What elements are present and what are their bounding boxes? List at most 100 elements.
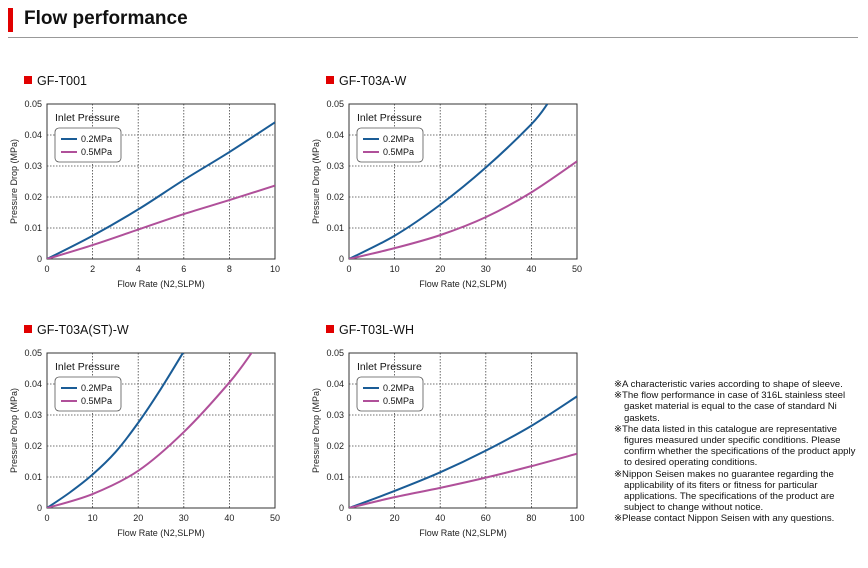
x-axis-label: Flow Rate (N2,SLPM) [117, 528, 205, 538]
chart-title-marker [24, 325, 32, 333]
plot-frame [46, 103, 276, 260]
chart-title: GF-T03L-WH [339, 323, 414, 337]
y-axis-label: Pressure Drop (MPa) [9, 139, 19, 224]
chart-title-marker [24, 76, 32, 84]
chart-gf-t03a-st-w: GF-T03A(ST)-W 0 10 20 30 40 50 0 0.01 0.02 0.03 0.0… [9, 323, 280, 538]
y-tick-label: 0.04 [24, 379, 42, 389]
legend-label: 0.5MPa [81, 147, 112, 157]
y-tick-label: 0.02 [24, 441, 42, 451]
legend-label: 0.5MPa [81, 396, 112, 406]
series-line [349, 104, 549, 259]
x-tick-label: 0 [346, 264, 351, 274]
legend-label: 0.5MPa [383, 147, 414, 157]
series-line [349, 395, 577, 508]
note-item: ※Nippon Seisen makes no guarantee regard… [614, 468, 835, 514]
x-tick-label: 80 [526, 513, 536, 523]
series-line [47, 353, 185, 508]
header-accent-bar [8, 8, 13, 32]
chart-title: GF-T001 [37, 74, 87, 88]
legend-label: 0.2MPa [383, 134, 414, 144]
y-tick-label: 0.01 [24, 223, 42, 233]
plot-frame [348, 352, 578, 509]
series-line [47, 353, 253, 508]
x-tick-label: 0 [44, 264, 49, 274]
x-tick-label: 6 [181, 264, 186, 274]
legend-box [356, 127, 424, 163]
x-tick-label: 8 [227, 264, 232, 274]
series-group [349, 395, 577, 508]
series-line [47, 121, 275, 259]
y-tick-label: 0.01 [326, 223, 344, 233]
notes-list: ※A characteristic varies according to sh… [614, 379, 862, 525]
legend-label: 0.2MPa [383, 383, 414, 393]
y-tick-label: 0.02 [24, 192, 42, 202]
x-tick-label: 0 [44, 513, 49, 523]
x-axis-label: Flow Rate (N2,SLPM) [117, 279, 205, 289]
x-tick-label: 30 [481, 264, 491, 274]
legend-label: 0.5MPa [383, 396, 414, 406]
chart-gf-t001: GF-T001 0 2 4 6 8 10 0 0.01 0.02 0.03 0.04 0.05 Flow … [9, 74, 280, 289]
x-tick-label: 40 [526, 264, 536, 274]
y-tick-label: 0 [339, 254, 344, 264]
legend-label: 0.2MPa [81, 134, 112, 144]
y-tick-label: 0.01 [24, 472, 42, 482]
y-axis-label: Pressure Drop (MPa) [311, 139, 321, 224]
x-tick-label: 10 [88, 513, 98, 523]
x-tick-label: 20 [435, 264, 445, 274]
note-item: ※The flow performance in case of 316L st… [614, 390, 846, 424]
plot-frame [348, 103, 578, 260]
legend-label: 0.2MPa [81, 383, 112, 393]
legend-box [356, 376, 424, 412]
x-axis-label: Flow Rate (N2,SLPM) [419, 528, 507, 538]
y-tick-label: 0.03 [24, 410, 42, 420]
y-tick-label: 0 [339, 503, 344, 513]
chart-title: GF-T03A(ST)-W [37, 323, 129, 337]
chart-gf-t03a-w: GF-T03A-W 0 10 20 30 40 50 0 0.01 0.02 0.03 0.04 0.0… [311, 74, 582, 289]
x-tick-label: 0 [346, 513, 351, 523]
x-tick-label: 60 [481, 513, 491, 523]
legend-box [54, 127, 122, 163]
x-tick-label: 50 [270, 513, 280, 523]
x-tick-label: 10 [270, 264, 280, 274]
x-tick-label: 30 [179, 513, 189, 523]
x-tick-label: 20 [133, 513, 143, 523]
series-group [47, 353, 253, 508]
y-tick-label: 0.04 [326, 379, 344, 389]
plot-frame [46, 352, 276, 509]
chart-title: GF-T03A-W [339, 74, 407, 88]
x-tick-label: 50 [572, 264, 582, 274]
x-axis-label: Flow Rate (N2,SLPM) [419, 279, 507, 289]
note-item: ※The data listed in this catalogue are r… [614, 423, 856, 469]
page-header: Flow performance [8, 6, 858, 38]
chart-title-marker [326, 325, 334, 333]
y-tick-label: 0.02 [326, 441, 344, 451]
x-tick-label: 40 [435, 513, 445, 523]
y-tick-label: 0.03 [326, 161, 344, 171]
legend-title: Inlet Pressure [357, 361, 422, 373]
y-tick-label: 0.03 [24, 161, 42, 171]
x-tick-label: 40 [224, 513, 234, 523]
chart-title-marker [326, 76, 334, 84]
note-item: ※A characteristic varies according to sh… [614, 379, 843, 390]
x-tick-label: 100 [569, 513, 584, 523]
series-line [349, 452, 577, 508]
note-item: ※Please contact Nippon Seisen with any q… [614, 513, 835, 525]
legend-box [54, 376, 122, 412]
y-tick-label: 0.01 [326, 472, 344, 482]
chart-gf-t03l-wh: GF-T03L-WH 0 20 40 60 80 100 0 0.01 0.02 0.03 0.04 0… [311, 323, 585, 538]
y-tick-label: 0 [37, 254, 42, 264]
y-tick-label: 0.04 [326, 130, 344, 140]
y-tick-label: 0.03 [326, 410, 344, 420]
x-tick-label: 2 [90, 264, 95, 274]
y-tick-label: 0.05 [326, 348, 344, 358]
y-tick-label: 0.05 [24, 99, 42, 109]
legend-title: Inlet Pressure [55, 361, 120, 373]
series-group [349, 104, 577, 259]
x-tick-label: 4 [136, 264, 141, 274]
y-tick-label: 0.02 [326, 192, 344, 202]
y-axis-label: Pressure Drop (MPa) [9, 388, 19, 473]
y-axis-label: Pressure Drop (MPa) [311, 388, 321, 473]
series-group [47, 121, 275, 259]
y-tick-label: 0 [37, 503, 42, 513]
page-title: Flow performance [24, 8, 188, 29]
